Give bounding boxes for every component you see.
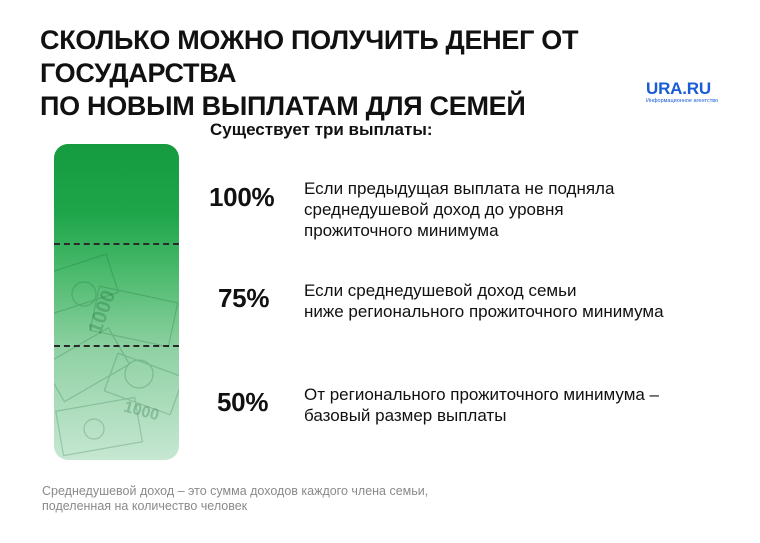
description-line: От регионального прожиточного минимума – <box>304 385 660 404</box>
payment-percent-100: 100% <box>209 182 275 212</box>
level-divider-75 <box>54 345 179 347</box>
description-line: ниже регионального прожиточного минимума <box>304 302 664 321</box>
payment-level-bar: 1000 1000 <box>54 144 179 460</box>
payment-percent-50: 50% <box>217 387 269 417</box>
description-line: среднедушевой доход до уровня <box>304 200 564 219</box>
description-line: Если предыдущая выплата не подняла <box>304 179 615 198</box>
page-title: СКОЛЬКО МОЖНО ПОЛУЧИТЬ ДЕНЕГ ОТ ГОСУДАРС… <box>40 24 730 123</box>
description-line: прожиточного минимума <box>304 221 499 240</box>
payment-percent-75: 75% <box>218 283 270 313</box>
footnote-line-2: поделенная на количество человек <box>42 499 248 513</box>
payment-description-100: Если предыдущая выплата не подняла средн… <box>304 178 724 241</box>
footnote: Среднедушевой доход – это сумма доходов … <box>42 484 428 514</box>
title-line-1: СКОЛЬКО МОЖНО ПОЛУЧИТЬ ДЕНЕГ ОТ ГОСУДАРС… <box>40 25 579 88</box>
footnote-line-1: Среднедушевой доход – это сумма доходов … <box>42 484 429 498</box>
logo-tagline: Информационное агентство <box>646 98 719 104</box>
payment-description-50: От регионального прожиточного минимума –… <box>304 384 724 426</box>
ura-ru-logo: URA.RU Информационное агентство <box>646 80 726 105</box>
payment-description-75: Если среднедушевой доход семьи ниже реги… <box>304 280 724 322</box>
level-divider-100 <box>54 243 179 245</box>
title-line-2: ПО НОВЫМ ВЫПЛАТАМ ДЛЯ СЕМЕЙ <box>40 91 526 121</box>
description-line: Если среднедушевой доход семьи <box>304 281 577 300</box>
svg-text:1000: 1000 <box>84 287 120 336</box>
subtitle: Существует три выплаты: <box>210 120 433 139</box>
description-line: базовый размер выплаты <box>304 406 507 425</box>
logo-name: URA.RU <box>646 79 711 98</box>
banknotes-texture: 1000 1000 <box>54 253 179 457</box>
svg-text:1000: 1000 <box>122 399 161 425</box>
